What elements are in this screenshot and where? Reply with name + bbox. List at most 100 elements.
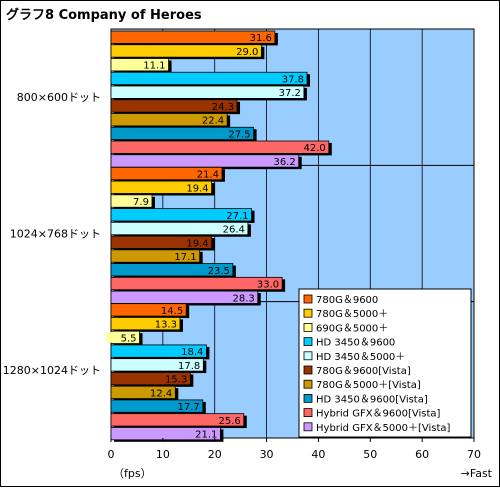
data-label: 26.4	[223, 225, 245, 236]
data-label: 14.5	[161, 306, 183, 317]
bar-1-5	[110, 85, 305, 99]
data-label-bg	[153, 304, 184, 316]
data-label: 22.4	[202, 116, 224, 127]
category-label-2: 1024×768ドット	[10, 228, 101, 241]
data-label-bg	[187, 428, 218, 439]
data-label: 11.1	[143, 61, 165, 72]
data-label: 25.6	[218, 416, 240, 427]
category-label-1: 800×600ドット	[17, 91, 101, 104]
data-label-bg	[210, 414, 241, 426]
data-label-bg	[265, 155, 296, 167]
data-label-bg	[249, 278, 280, 289]
data-label-bg	[214, 223, 245, 234]
data-label: 21.4	[197, 170, 219, 181]
data-label-bg	[178, 182, 209, 193]
legend-swatch-1	[303, 294, 313, 304]
legend-label-10: Hybrid GFX＆5000＋[Vista]	[316, 423, 451, 434]
data-label-bg	[106, 332, 137, 343]
data-label-bg	[188, 168, 219, 179]
data-label: 27.5	[228, 129, 250, 140]
data-label: 24.3	[212, 102, 234, 113]
legend: 780G＆9600 780G＆5000＋ 690G＆5000＋ HD 3450＆960…	[298, 288, 472, 438]
data-label-bg	[228, 45, 259, 57]
legend-label-6: 780G＆9600[Vista]	[316, 366, 411, 377]
data-label-bg	[166, 250, 197, 262]
data-label-bg	[118, 195, 149, 207]
bars-group: 31.6 29.0 11.1 37.8 37.2 24.3 22.4 27.5 42.0 36.2…	[106, 30, 332, 442]
data-label-bg	[270, 87, 301, 98]
data-label-bg	[178, 237, 209, 248]
category-labels: 800×600ドット 1024×768ドット 1280×1024ドット	[3, 91, 101, 377]
x-tick-label: 0	[108, 448, 115, 461]
data-label: 17.7	[178, 402, 200, 413]
data-label: 33.0	[257, 280, 279, 291]
legend-swatch-6	[303, 365, 313, 375]
data-label: 12.4	[150, 388, 172, 399]
data-label-bg	[142, 387, 173, 398]
legend-swatch-4	[303, 337, 313, 347]
bar-1-8	[110, 126, 255, 141]
x-axis-direction-label: →Fast	[461, 467, 493, 480]
data-label: 29.0	[236, 47, 258, 58]
data-label: 27.1	[226, 211, 248, 222]
data-label-bg	[218, 209, 249, 220]
category-label-3: 1280×1024ドット	[3, 364, 101, 377]
data-label: 28.3	[232, 293, 254, 304]
data-label-bg	[169, 400, 200, 412]
bar-1-1	[110, 30, 276, 44]
data-label: 15.3	[165, 375, 187, 386]
x-axis: 0 10 20 30 40 50 60 70	[108, 438, 481, 461]
chart-title: グラフ8 Company of Heroes	[6, 7, 202, 23]
data-label: 36.2	[273, 157, 295, 168]
x-tick-label: 70	[467, 448, 481, 461]
data-label-bg	[274, 73, 305, 84]
data-label-bg	[173, 345, 204, 357]
legend-box	[298, 288, 472, 438]
data-label: 19.4	[186, 238, 208, 249]
data-label-bg	[146, 318, 177, 329]
legend-label-8: HD 3450＆9600[Vista]	[316, 394, 428, 405]
legend-swatch-2	[303, 308, 313, 318]
data-label-bg	[135, 59, 166, 70]
data-label: 17.1	[174, 252, 196, 263]
legend-label-9: Hybrid GFX＆9600[Vista]	[316, 409, 441, 420]
x-tick-label: 50	[363, 448, 377, 461]
data-label: 18.4	[181, 347, 203, 358]
data-label: 21.1	[195, 430, 217, 441]
data-label: 5.5	[121, 333, 137, 344]
legend-label-2: 780G＆5000＋	[316, 309, 388, 320]
x-tick-label: 10	[156, 448, 170, 461]
x-tick-label: 30	[260, 448, 274, 461]
legend-swatch-8	[303, 393, 313, 403]
legend-swatch-9	[303, 408, 313, 418]
data-label: 37.8	[282, 74, 304, 85]
data-label-bg	[157, 373, 188, 384]
legend-label-7: 780G＆5000＋[Vista]	[316, 380, 421, 391]
bar-3-9	[110, 413, 245, 427]
data-label-bg	[170, 359, 201, 371]
data-label: 31.6	[250, 33, 272, 44]
data-label: 13.3	[155, 320, 177, 331]
legend-swatch-3	[303, 322, 313, 332]
data-label-bg	[241, 32, 272, 43]
data-label-bg	[220, 128, 251, 139]
legend-swatch-10	[303, 422, 313, 432]
legend-swatch-7	[303, 379, 313, 389]
data-label: 7.9	[133, 197, 149, 208]
x-tick-label: 40	[311, 448, 325, 461]
data-label: 23.5	[208, 266, 230, 277]
bar-1-4	[110, 71, 308, 86]
data-label-bg	[204, 100, 235, 112]
legend-label-3: 690G＆5000＋	[316, 323, 388, 334]
data-label: 42.0	[304, 143, 326, 154]
bar-1-2	[110, 44, 262, 58]
legend-swatch-5	[303, 351, 313, 361]
x-axis-label: （fps）	[113, 467, 152, 480]
bar-2-4	[110, 208, 252, 222]
legend-label-5: HD 3450＆5000＋	[316, 352, 405, 363]
data-label-bg	[224, 292, 255, 303]
bar-2-5	[110, 221, 249, 236]
legend-label-4: HD 3450＆9600	[316, 338, 395, 349]
